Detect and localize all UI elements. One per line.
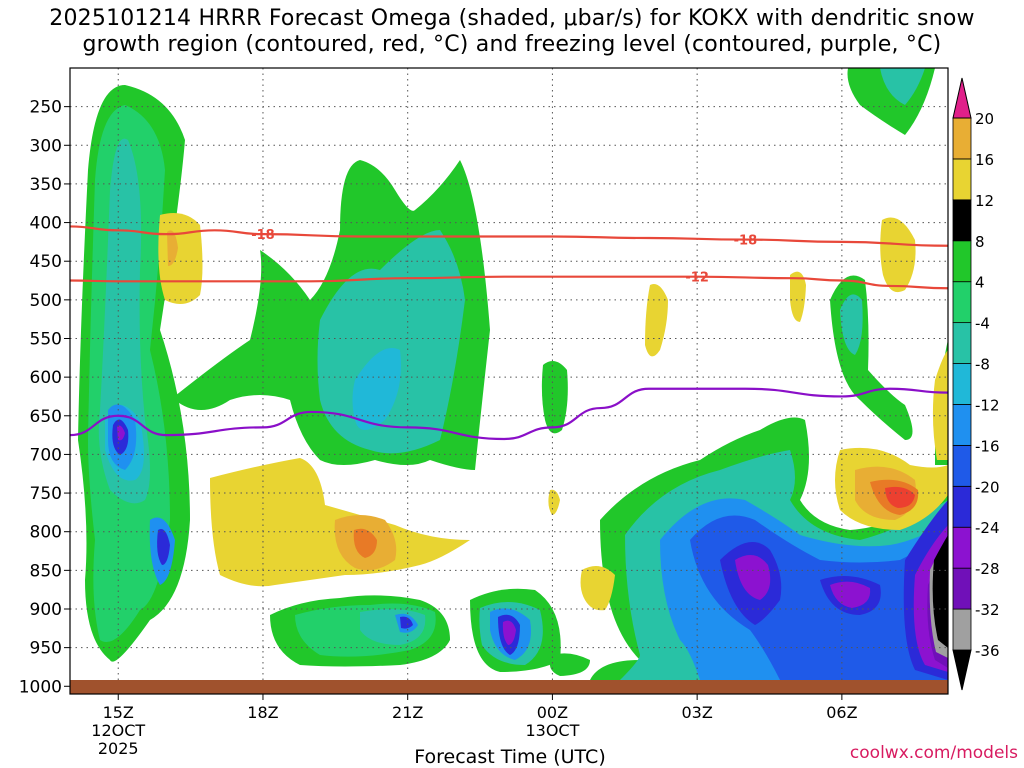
freezing-level-contour bbox=[69, 387, 949, 441]
omega-region bbox=[541, 361, 568, 434]
omega-region bbox=[158, 212, 203, 304]
omega-region bbox=[932, 350, 948, 460]
colorbar-label: -36 bbox=[975, 642, 1000, 660]
x-tick-label: 2025 bbox=[98, 739, 139, 758]
plot-frame bbox=[69, 67, 949, 695]
chart-title-line-1: 2025101214 HRRR Forecast Omega (shaded, … bbox=[49, 6, 975, 31]
y-tick-label: 900 bbox=[30, 600, 62, 620]
omega-region bbox=[117, 425, 125, 441]
omega-shading bbox=[78, 68, 948, 680]
omega-region bbox=[840, 294, 863, 355]
omega-region bbox=[880, 217, 916, 293]
y-tick-label: 250 bbox=[30, 98, 62, 118]
omega-region bbox=[353, 528, 377, 558]
x-axis-title: Forecast Time (UTC) bbox=[414, 746, 606, 768]
colorbar-segment bbox=[952, 526, 972, 569]
chart-title-line-2: growth region (contoured, red, °C) and f… bbox=[82, 32, 942, 57]
colorbar-label: -4 bbox=[975, 315, 990, 333]
omega-region bbox=[352, 348, 401, 430]
y-tick-label: 650 bbox=[30, 407, 62, 427]
colorbar-segment bbox=[952, 117, 972, 160]
colorbar-label: -24 bbox=[975, 519, 1000, 537]
x-tick-label: 18Z bbox=[247, 703, 278, 722]
omega-region bbox=[167, 230, 178, 266]
y-tick-label: 500 bbox=[30, 291, 62, 311]
x-tick-label: 06Z bbox=[826, 703, 857, 722]
colorbar-segment bbox=[952, 322, 972, 364]
contour-label: -12 bbox=[685, 271, 709, 286]
y-axis: 250 300 350 400 450 500 550 600 650 700 750 800 850 9… bbox=[19, 98, 70, 697]
y-tick-label: 700 bbox=[30, 445, 62, 465]
colorbar-label: -20 bbox=[975, 478, 1000, 496]
omega-region bbox=[645, 284, 668, 357]
colorbar-label: 4 bbox=[975, 274, 985, 292]
x-tick-label: 03Z bbox=[681, 703, 712, 722]
omega-region bbox=[580, 566, 615, 611]
omega-region bbox=[548, 489, 560, 515]
omega-region bbox=[830, 275, 913, 440]
y-tick-label: 450 bbox=[30, 252, 62, 272]
y-tick-label: 800 bbox=[30, 523, 62, 543]
colorbar-segment bbox=[952, 199, 972, 242]
y-tick-label: 300 bbox=[30, 136, 62, 156]
colorbar-label: 12 bbox=[975, 192, 994, 210]
y-tick-label: 950 bbox=[30, 639, 62, 659]
colorbar-segment bbox=[952, 567, 972, 610]
y-tick-label: 400 bbox=[30, 214, 62, 234]
colorbar: -36 -32 -28 -24 -20 -16 -12 -8 -4 4 8 12 16 20 bbox=[952, 77, 1000, 691]
omega-region bbox=[502, 620, 516, 645]
x-tick-label: 15Z bbox=[103, 703, 134, 722]
y-tick-label: 550 bbox=[30, 329, 62, 349]
colorbar-label: -16 bbox=[975, 437, 1000, 455]
credit-link[interactable]: coolwx.com/models bbox=[849, 743, 1018, 763]
omega-region bbox=[400, 616, 413, 629]
omega-region bbox=[735, 555, 771, 600]
omega-region bbox=[885, 486, 915, 508]
ground-bar bbox=[70, 680, 948, 694]
colorbar-label: 8 bbox=[975, 233, 985, 251]
colorbar-label: 20 bbox=[975, 110, 994, 128]
omega-region bbox=[790, 271, 806, 322]
omega-region bbox=[157, 529, 170, 565]
contour-label: -18 bbox=[734, 234, 758, 249]
colorbar-segment bbox=[952, 158, 972, 201]
contour-lines: -18 -18 -12 bbox=[69, 225, 949, 441]
chart-title: 2025101214 HRRR Forecast Omega (shaded, … bbox=[0, 6, 1024, 58]
y-tick-label: 850 bbox=[30, 561, 62, 581]
colorbar-segment bbox=[952, 608, 972, 651]
y-tick-label: 750 bbox=[30, 484, 62, 504]
x-tick-label: 00Z bbox=[537, 703, 568, 722]
y-tick-label: 350 bbox=[30, 175, 62, 195]
x-tick-label: 21Z bbox=[392, 703, 423, 722]
dgz-contour bbox=[69, 275, 949, 290]
colorbar-label: -8 bbox=[975, 356, 990, 374]
colorbar-segment bbox=[952, 240, 972, 283]
colorbar-segment bbox=[952, 485, 972, 528]
colorbar-label: -12 bbox=[975, 396, 1000, 414]
colorbar-label: -28 bbox=[975, 560, 1000, 578]
dgz-contour bbox=[69, 225, 949, 247]
omega-region bbox=[880, 68, 925, 105]
y-tick-label: 1000 bbox=[19, 677, 62, 697]
contour-label: -18 bbox=[251, 228, 275, 243]
y-tick-label: 600 bbox=[30, 368, 62, 388]
colorbar-segment bbox=[952, 444, 972, 487]
x-tick-label: 13OCT bbox=[525, 721, 579, 740]
omega-region bbox=[830, 581, 871, 608]
colorbar-segment bbox=[952, 649, 972, 691]
colorbar-segment bbox=[952, 281, 972, 324]
colorbar-segment bbox=[952, 77, 972, 119]
colorbar-label: 16 bbox=[975, 151, 994, 169]
colorbar-segment bbox=[952, 404, 972, 446]
omega-region bbox=[932, 535, 948, 648]
x-tick-label: 12OCT bbox=[91, 721, 145, 740]
colorbar-label: -32 bbox=[975, 601, 1000, 619]
colorbar-segment bbox=[952, 363, 972, 405]
omega-region bbox=[549, 653, 590, 676]
